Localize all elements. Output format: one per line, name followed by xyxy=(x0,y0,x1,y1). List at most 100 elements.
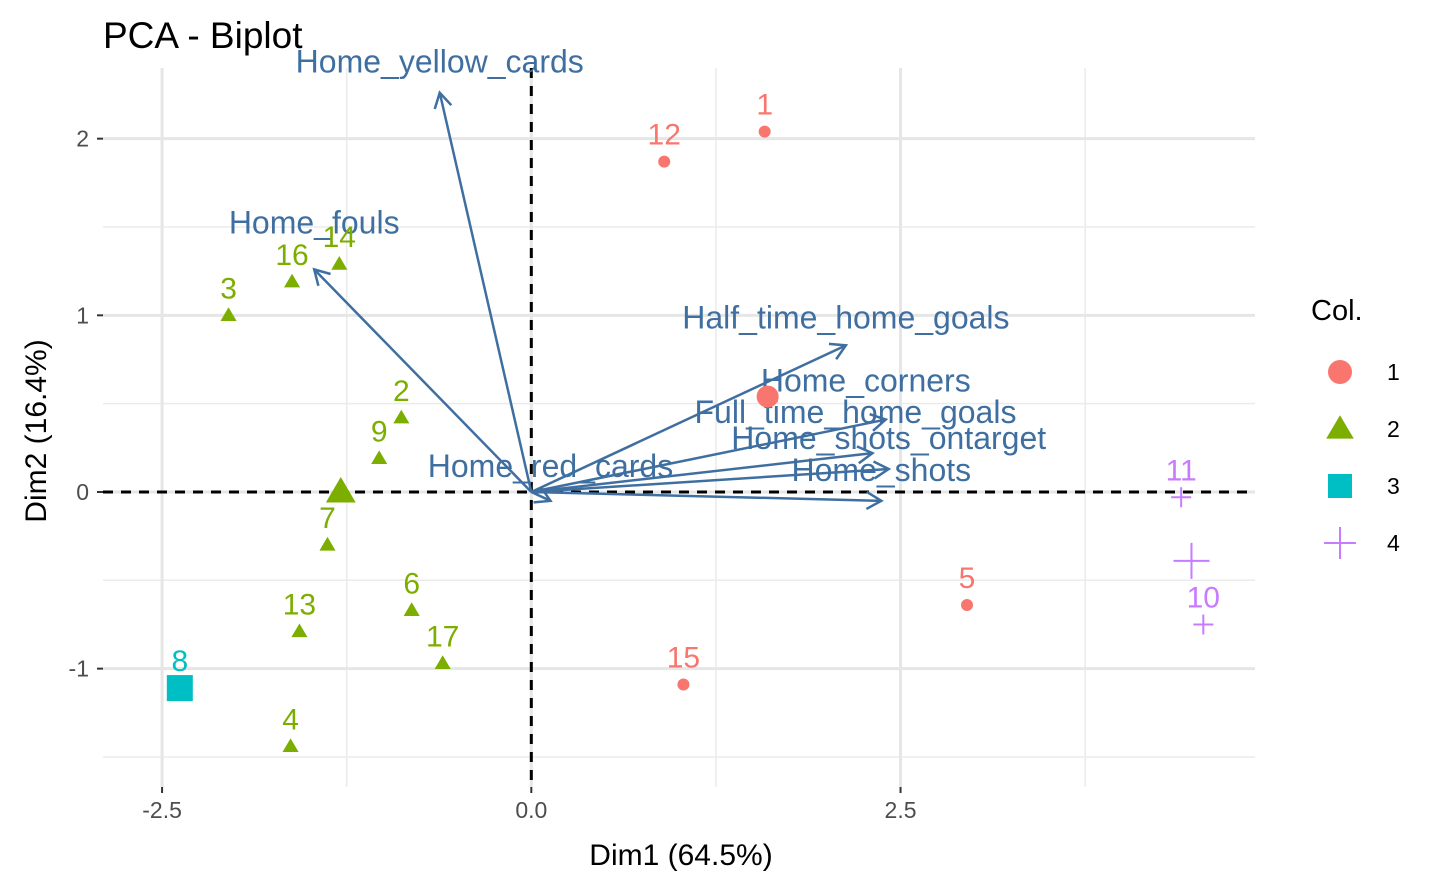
group-centroid xyxy=(756,385,779,408)
variable-arrow: Home_corners xyxy=(531,363,971,494)
point-label: 16 xyxy=(275,239,308,272)
individual-point: 17 xyxy=(426,620,459,669)
x-tick-label: -2.5 xyxy=(142,797,182,823)
point-marker xyxy=(1171,487,1192,508)
y-tick-label: -1 xyxy=(69,656,89,682)
variable-arrow: Home_red_cards xyxy=(428,448,673,504)
individual-point: 11 xyxy=(1166,454,1197,508)
arrow-head xyxy=(312,267,331,287)
point-marker xyxy=(961,599,973,612)
individual-point: 1 xyxy=(756,89,773,138)
point-label: 6 xyxy=(403,567,420,600)
individual-point: 5 xyxy=(959,562,975,612)
point-label: 11 xyxy=(1166,454,1197,487)
legend-entry: 1 xyxy=(1328,359,1400,385)
variable-label: Home_corners xyxy=(761,363,971,399)
point-marker xyxy=(220,307,237,321)
point-label: 10 xyxy=(1187,581,1220,614)
point-marker xyxy=(758,125,771,138)
x-tick-label: 0.0 xyxy=(515,797,547,823)
legend-title: Col. xyxy=(1311,295,1363,327)
variable-arrow: Half_time_home_goals xyxy=(530,299,1010,494)
grid xyxy=(103,68,1255,787)
point-label: 15 xyxy=(667,642,700,675)
point-label: 12 xyxy=(648,119,681,152)
legend-key xyxy=(1326,415,1354,439)
arrow-shaft xyxy=(530,490,552,502)
arrow-shaft xyxy=(531,467,889,494)
individual-point: 6 xyxy=(403,567,420,616)
y-tick-label: 0 xyxy=(76,479,89,505)
axes: -2.5 0.0 2.5 -1 0 1 2 xyxy=(69,126,917,823)
individual-point: 9 xyxy=(371,415,388,465)
x-tick-label: 2.5 xyxy=(885,797,917,823)
legend-entry: 3 xyxy=(1328,473,1400,499)
legend-label: 1 xyxy=(1387,359,1400,385)
point-marker xyxy=(291,623,308,638)
point-label: 8 xyxy=(171,645,188,678)
arrow-head xyxy=(433,90,453,110)
point-marker xyxy=(319,536,336,551)
arrow-head xyxy=(856,445,875,465)
legend: Col. 1 2 3 4 xyxy=(1311,295,1400,559)
variable-arrow: Home_shots xyxy=(531,452,972,511)
arrow-shaft xyxy=(313,268,533,493)
individual-point: 7 xyxy=(319,502,336,551)
point-label: 4 xyxy=(282,703,299,736)
arrow-shaft xyxy=(531,418,887,494)
arrow-head xyxy=(533,486,553,504)
x-axis-title: Dim1 (64.5%) xyxy=(589,839,772,872)
group-centroid xyxy=(166,675,193,702)
group-centroid xyxy=(325,477,356,503)
variable-arrow: Home_fouls xyxy=(229,204,533,493)
point-marker xyxy=(283,273,301,288)
variable-label: Home_fouls xyxy=(229,204,400,240)
individual-point: 13 xyxy=(283,589,316,638)
point-marker xyxy=(371,450,388,465)
point-label: 14 xyxy=(323,221,356,254)
point-marker xyxy=(434,655,451,669)
y-axis-title: Dim2 (16.4%) xyxy=(20,339,53,522)
point-label: 7 xyxy=(319,502,336,535)
y-tick-label: 2 xyxy=(76,126,89,152)
chart-title: PCA - Biplot xyxy=(103,15,303,56)
point-label: 1 xyxy=(756,89,773,122)
point-label: 9 xyxy=(371,415,388,448)
legend-key xyxy=(1328,474,1352,498)
arrow-shaft xyxy=(531,490,882,503)
point-marker xyxy=(282,738,299,753)
individual-point: 2 xyxy=(393,375,410,424)
legend-entry: 2 xyxy=(1326,415,1400,442)
point-label: 13 xyxy=(283,589,316,622)
variable-label: Home_red_cards xyxy=(428,448,673,484)
arrow-shaft xyxy=(438,92,533,493)
individual-point: 16 xyxy=(275,239,309,288)
arrow-head xyxy=(865,490,884,511)
individual-point: 12 xyxy=(648,119,681,168)
variable-arrow: Home_yellow_cards xyxy=(296,44,584,493)
legend-entry: 4 xyxy=(1324,527,1400,559)
point-marker xyxy=(677,678,690,691)
point-marker xyxy=(331,256,348,270)
point-label: 17 xyxy=(426,620,459,653)
arrow-head xyxy=(869,412,889,432)
reference-lines xyxy=(103,68,1255,787)
variable-label: Home_shots xyxy=(792,452,972,488)
individual-point: 4 xyxy=(282,703,299,753)
variable-label: Full_time_home_goals xyxy=(695,394,1017,430)
legend-key xyxy=(1324,527,1356,559)
variable-arrow: Full_time_home_goals xyxy=(531,394,1017,494)
variable-label: Home_shots_ontarget xyxy=(731,420,1046,456)
legend-label: 4 xyxy=(1387,530,1400,556)
arrow-head xyxy=(828,342,849,360)
individual-point: 15 xyxy=(667,642,700,691)
group-centroids xyxy=(166,385,1210,702)
group-centroid xyxy=(1173,542,1210,579)
point-marker xyxy=(393,409,410,424)
individual-point: 10 xyxy=(1187,581,1220,635)
variable-label: Half_time_home_goals xyxy=(682,299,1009,335)
arrow-head xyxy=(872,460,892,480)
arrow-shaft xyxy=(531,451,873,494)
individual-point: 3 xyxy=(220,272,237,321)
